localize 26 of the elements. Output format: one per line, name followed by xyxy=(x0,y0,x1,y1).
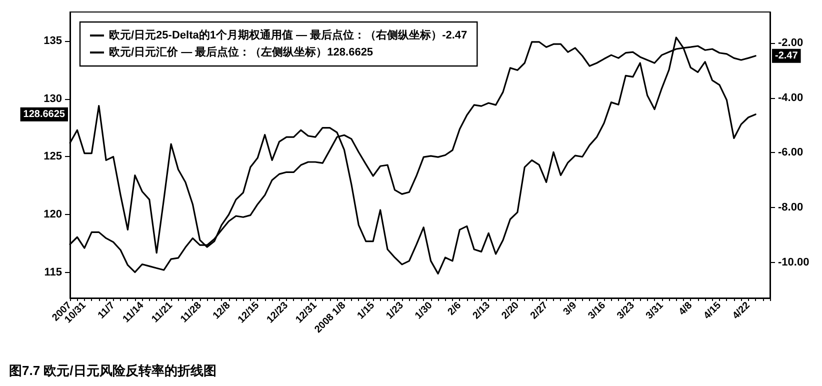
x-tick-label: 4/22 xyxy=(730,300,753,322)
x-tick-label: 1/30 xyxy=(413,300,436,322)
legend-label: 欧元/日元汇价 — 最后点位：（左侧纵坐标）128.6625 xyxy=(109,46,374,58)
y2-tick-label: -4.00 xyxy=(778,92,804,104)
y-tick-label: 120 xyxy=(44,208,62,221)
y-tick-label: 115 xyxy=(44,266,62,279)
x-tick-label: 3/9 xyxy=(561,300,580,318)
y2-tick-label: -6.00 xyxy=(778,146,804,159)
x-tick-label: 4/15 xyxy=(702,300,724,322)
text: -2.47 xyxy=(775,50,798,62)
y2-tick-label: -10.00 xyxy=(778,256,810,268)
y-tick-label: 135 xyxy=(44,34,62,47)
x-tick-label: 1/23 xyxy=(384,300,406,322)
x-tick-label: 2/6 xyxy=(446,300,464,318)
x-tick-label: 3/16 xyxy=(586,300,608,322)
x-tick-label: 3/23 xyxy=(615,300,638,322)
y-tick-label: 125 xyxy=(44,150,62,163)
y-tick-label: 130 xyxy=(44,92,62,105)
x-tick-label: 12/8 xyxy=(211,300,233,322)
x-tick-label: 4/8 xyxy=(676,300,695,318)
y2-tick-label: -2.00 xyxy=(778,36,804,49)
text: 128.6625 xyxy=(23,108,66,120)
legend-label: 欧元/日元25-Delta的1个月期权通用值 — 最后点位：（右侧纵坐标）-2.47 xyxy=(109,28,468,42)
y2-tick-label: -8.00 xyxy=(778,202,804,214)
x-tick-label: 3/31 xyxy=(644,300,666,322)
text: 图7.7 欧元/日元风险反转率的折线图 xyxy=(9,363,216,378)
